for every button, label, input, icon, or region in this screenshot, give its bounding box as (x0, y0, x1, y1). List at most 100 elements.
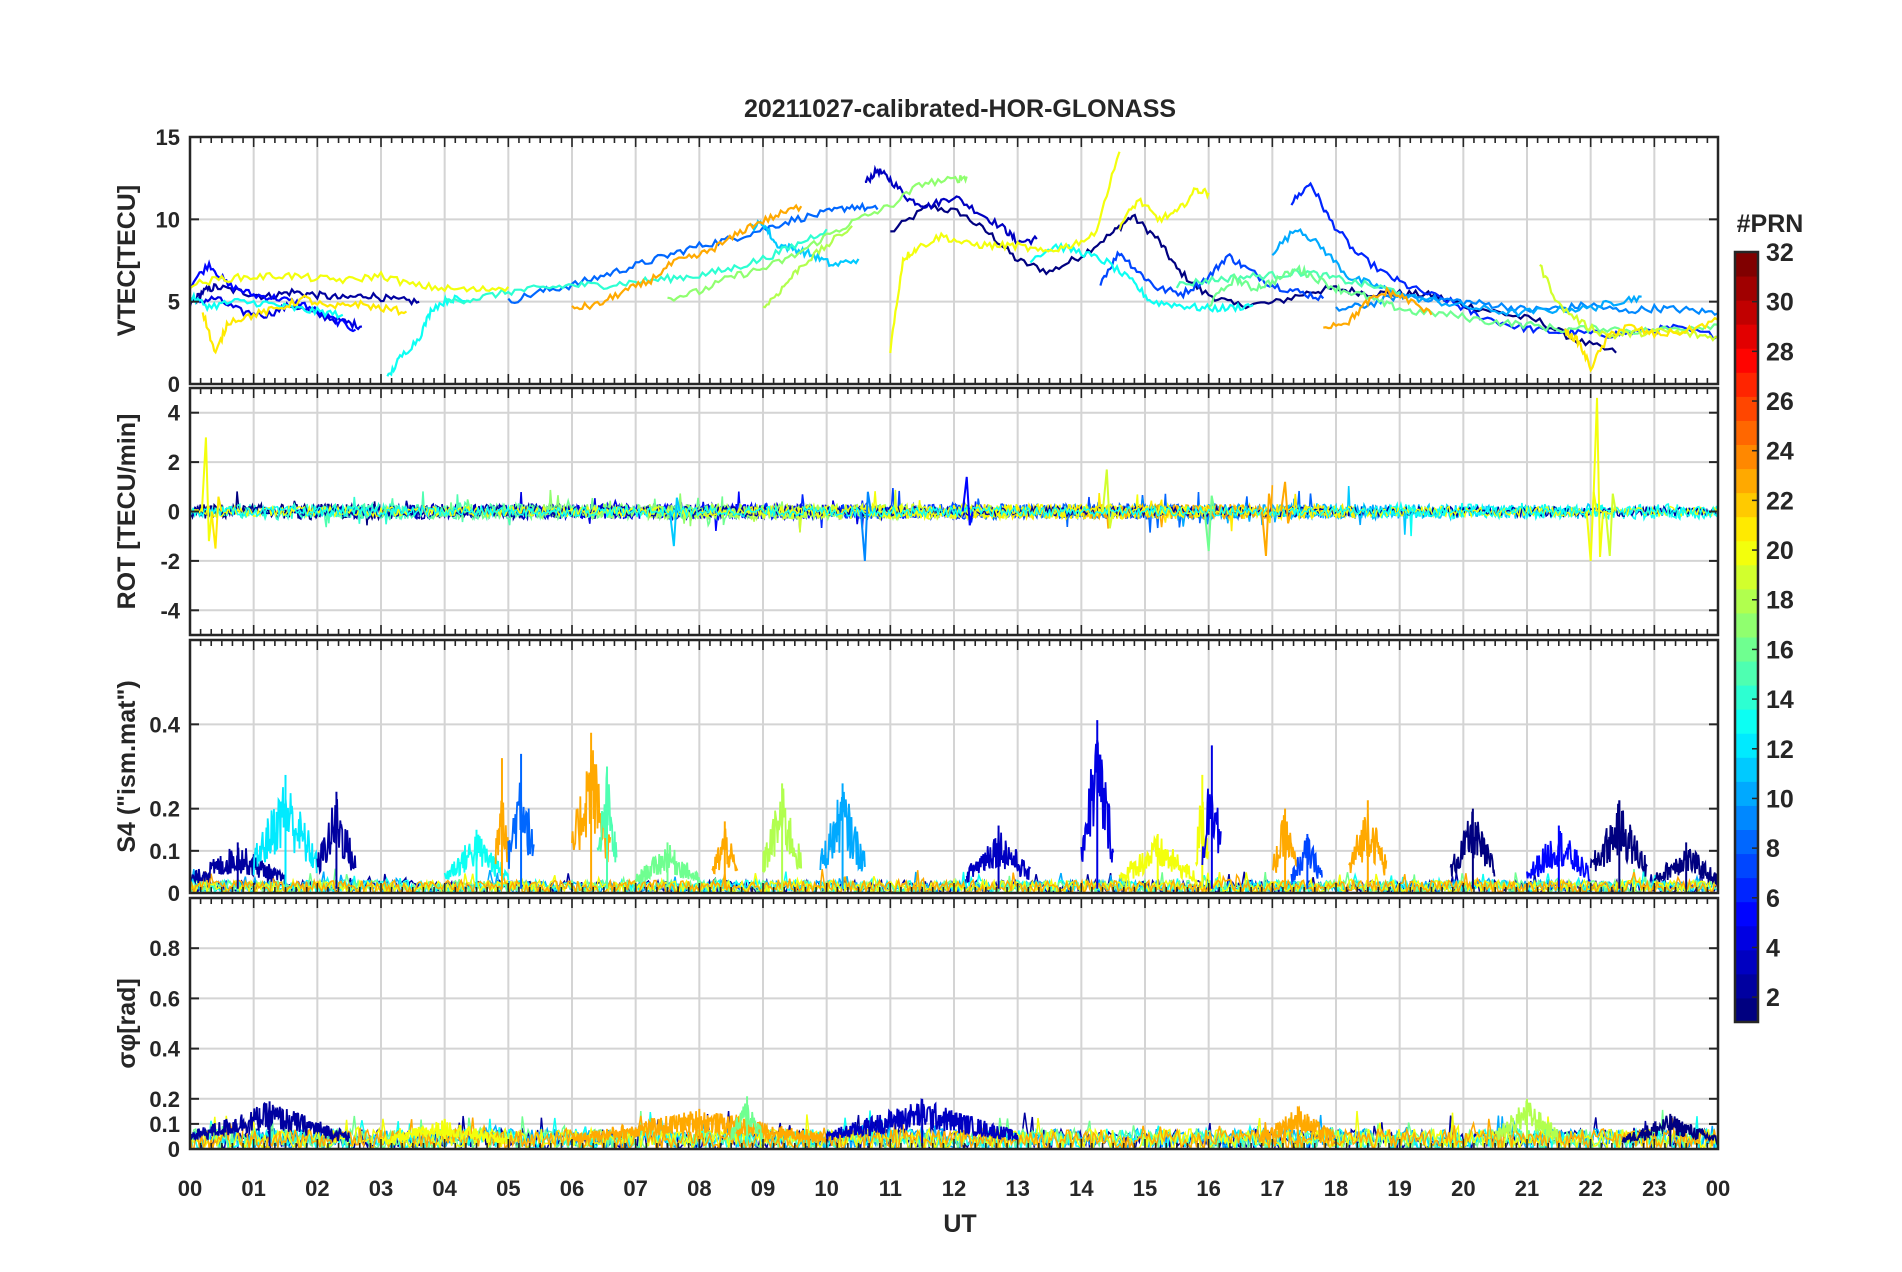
vtec-series-prn-23-26 (1323, 286, 1433, 330)
rot-spike-7 (1260, 493, 1273, 557)
colorbar-level-29 (1735, 324, 1758, 349)
colorbar-level-15 (1735, 661, 1758, 686)
colorbar-tick-label-5: 12 (1766, 736, 1794, 764)
colorbar-level-16 (1735, 637, 1758, 662)
colorbar-level-19 (1735, 564, 1758, 590)
rot-spike-11 (1604, 493, 1617, 557)
rot-spike-1 (210, 496, 223, 549)
ytick-label-sigma-phi-0: 0 (168, 1137, 180, 1162)
x-tick-label-23: 23 (1642, 1176, 1666, 1201)
colorbar-level-23 (1735, 468, 1758, 494)
x-tick-label-19: 19 (1387, 1176, 1411, 1201)
panel-s4-data (190, 720, 1718, 893)
colorbar-level-14 (1735, 685, 1758, 710)
ytick-label-vtec-0: 0 (168, 372, 180, 397)
x-tick-label-11: 11 (879, 1176, 902, 1201)
colorbar-tick-label-7: 16 (1766, 636, 1794, 664)
rot-spike-4 (961, 476, 974, 526)
colorbar-level-21 (1735, 516, 1758, 542)
colorbar-tick-label-3: 8 (1766, 835, 1780, 863)
ytick-label-vtec-3: 15 (156, 125, 180, 150)
colorbar-level-6 (1735, 877, 1758, 903)
panel-sigma-phi: 00.10.2 0.4 0.6 0.8 σφ[rad] (113, 896, 1720, 1162)
panel-sigma-phi-frame (188, 896, 1720, 1151)
vtec-series-prn-14-14 (444, 228, 828, 305)
rot-base-prn-13 (190, 503, 1718, 519)
ytick-label-s4-3: 0.4 (149, 712, 180, 737)
rot-spike-2 (668, 497, 681, 547)
colorbar-level-17 (1735, 612, 1758, 638)
colorbar-tick-label-8: 18 (1766, 587, 1794, 615)
ytick-label-s4-0: 0 (168, 881, 180, 906)
x-tick-label-21: 21 (1515, 1176, 1539, 1201)
x-tick-label-17: 17 (1260, 1176, 1284, 1201)
colorbar-level-18 (1735, 588, 1758, 614)
ytick-label-sigma-phi-1: 0.1 (149, 1112, 180, 1137)
panel-rot-ylabel: ROT [TECU/min] (113, 414, 141, 610)
ytick-label-vtec-1: 5 (168, 290, 180, 315)
panel-vtec: 0 5 10 15 VTEC[TECU] (113, 125, 1720, 397)
vtec-series-prn-19-19 (1539, 263, 1718, 342)
data-series-rot (190, 397, 1718, 561)
panel-vtec-ylabel: VTEC[TECU] (113, 185, 141, 336)
colorbar-tick-label-10: 22 (1766, 487, 1794, 515)
panel-vtec-frame (188, 135, 1720, 386)
x-tick-label-5: 05 (496, 1176, 520, 1201)
colorbar-level-7 (1735, 853, 1758, 879)
ytick-label-rot-3: 2 (168, 450, 180, 475)
ytick-label-rot-1: -2 (160, 549, 180, 574)
panel-vtec-ticks: 0 5 10 15 (156, 125, 1719, 397)
rot-spike-9 (1592, 397, 1605, 558)
colorbar-level-27 (1735, 372, 1758, 397)
data-series-s4 (190, 720, 1718, 893)
panel-s4-frame (188, 638, 1720, 895)
rot-spike-8 (1280, 481, 1293, 524)
panel-rot-data (190, 397, 1718, 561)
x-tick-label-13: 13 (1005, 1176, 1029, 1201)
panel-rot: -4 -2 0 2 4 ROT [TECU/min] (113, 386, 1720, 637)
vtec-series-prn-20-21 (1118, 187, 1210, 230)
colorbar-label: #PRN (1737, 210, 1804, 238)
colorbar-level-24 (1735, 444, 1758, 470)
panel-s4: 0 0.1 0.2 0.4 S4 ("ism.mat") (113, 638, 1720, 906)
rot-spike-3 (859, 491, 872, 561)
colorbar-tick-label-14: 30 (1766, 289, 1794, 317)
ytick-label-rot-0: -4 (160, 598, 180, 623)
x-axis-label: UT (943, 1210, 976, 1238)
colorbar-level-28 (1735, 348, 1758, 373)
ytick-label-sigma-phi-5: 0.8 (149, 936, 180, 961)
panel-s4-ylabel: S4 ("ism.mat") (113, 680, 141, 852)
colorbar-tick-label-6: 14 (1766, 686, 1794, 714)
colorbar-tick-label-15: 32 (1766, 239, 1794, 267)
rot-spike-10 (1585, 491, 1598, 561)
colorbar-level-32 (1735, 252, 1758, 277)
x-tick-label-15: 15 (1133, 1176, 1157, 1201)
x-tick-label-22: 22 (1578, 1176, 1602, 1201)
vtec-series-prn-20-20 (889, 151, 1121, 354)
panel-s4-ticks: 0 0.1 0.2 0.4 (149, 640, 1719, 906)
x-tick-label-10: 10 (814, 1176, 838, 1201)
colorbar-tick-label-4: 10 (1766, 785, 1794, 813)
x-tick-label-12: 12 (942, 1176, 966, 1201)
colorbar-level-5 (1735, 901, 1758, 927)
colorbar-tick-label-13: 28 (1766, 338, 1794, 366)
vtec-series-prn-1-0 (890, 203, 1617, 354)
x-tick-label-8: 08 (687, 1176, 711, 1201)
rot-spike-0 (200, 437, 213, 542)
ytick-label-rot-2: 0 (168, 500, 180, 525)
vtec-series-prn-10-9 (1271, 227, 1642, 318)
data-series-vtec (190, 151, 1718, 377)
vtec-series-prn-21-24 (1564, 316, 1718, 373)
ytick-label-rot-4: 4 (168, 401, 181, 426)
colorbar-level-22 (1735, 492, 1758, 518)
colorbar-level-3 (1735, 949, 1758, 975)
colorbar-tick-label-9: 20 (1766, 537, 1794, 565)
colorbar-level-20 (1735, 540, 1758, 566)
colorbar-segments (1735, 252, 1758, 1023)
x-tick-label-9: 09 (751, 1176, 775, 1201)
colorbar-level-8 (1735, 829, 1758, 855)
colorbar-level-4 (1735, 925, 1758, 951)
colorbar-level-1 (1735, 997, 1758, 1023)
